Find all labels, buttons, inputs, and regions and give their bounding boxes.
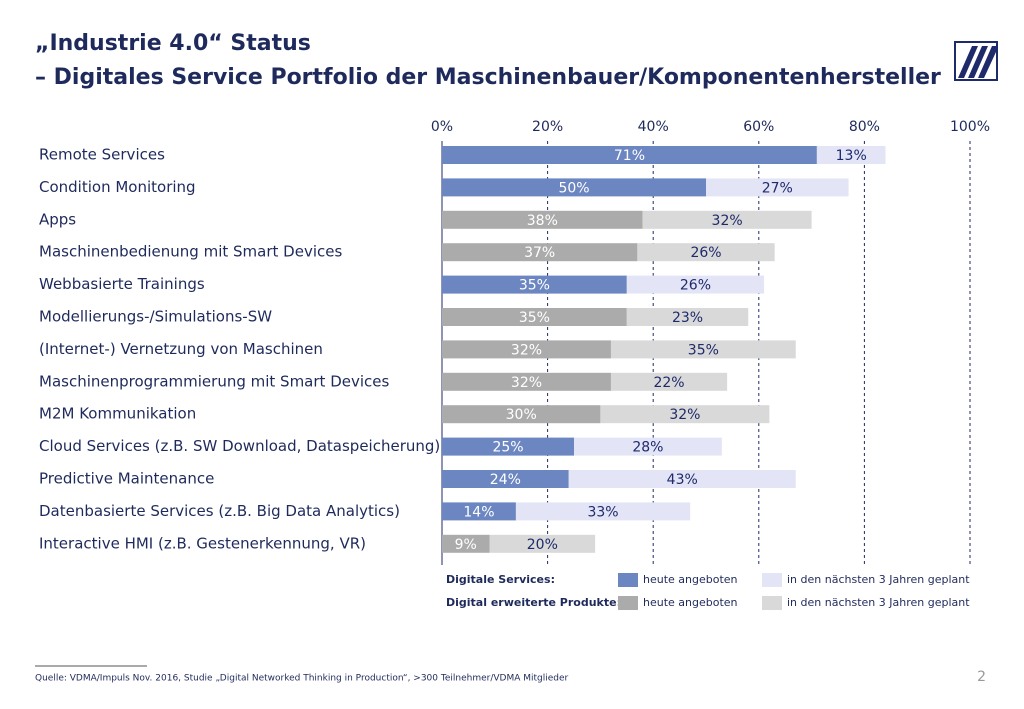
category-label: Datenbasierte Services (z.B. Big Data An… bbox=[39, 502, 400, 520]
x-tick-label: 80% bbox=[849, 119, 880, 135]
legend-swatch bbox=[618, 596, 638, 610]
value-label: 43% bbox=[667, 472, 698, 488]
bar-segment bbox=[442, 405, 601, 424]
category-label: Condition Monitoring bbox=[39, 178, 196, 196]
category-label: Maschinenprogrammierung mit Smart Device… bbox=[39, 372, 389, 390]
x-tick-label: 20% bbox=[532, 119, 563, 135]
page-number: 2 bbox=[977, 669, 986, 685]
bar-segment bbox=[626, 308, 749, 326]
slide-title: – Digitales Service Portfolio der Maschi… bbox=[35, 65, 941, 90]
bar-segment bbox=[515, 502, 691, 521]
category-label: Predictive Maintenance bbox=[39, 470, 214, 488]
bar-segment bbox=[637, 243, 775, 262]
bar-segment bbox=[600, 405, 770, 424]
bar-segment bbox=[626, 275, 765, 294]
value-label: 26% bbox=[690, 245, 721, 261]
value-label: 32% bbox=[712, 213, 743, 229]
value-label: 22% bbox=[653, 375, 684, 391]
value-label: 25% bbox=[492, 440, 523, 456]
x-tick-label: 60% bbox=[743, 119, 774, 135]
category-label: Cloud Services (z.B. SW Download, Datasp… bbox=[39, 437, 440, 455]
value-label: 35% bbox=[519, 278, 550, 294]
bar-segment bbox=[442, 308, 627, 326]
bar-segment bbox=[442, 178, 706, 197]
x-tick-label: 40% bbox=[638, 119, 669, 135]
bar-segment bbox=[442, 340, 611, 359]
legend-swatch bbox=[762, 573, 782, 587]
bar-segment bbox=[610, 340, 796, 359]
value-label: 24% bbox=[490, 472, 521, 488]
value-label: 38% bbox=[527, 213, 558, 229]
value-label: 35% bbox=[519, 310, 550, 326]
legend-group-title: Digital erweiterte Produkte: bbox=[446, 596, 621, 609]
bar-segment bbox=[442, 210, 643, 229]
source: Quelle: VDMA/Impuls Nov. 2016, Studie „D… bbox=[35, 674, 569, 684]
legend-group-title: Digitale Services: bbox=[446, 573, 555, 586]
category-label: Apps bbox=[39, 210, 76, 228]
legend-label: heute angeboten bbox=[643, 596, 738, 609]
bar-segment bbox=[489, 534, 596, 553]
value-label: 14% bbox=[463, 504, 494, 520]
x-tick-label: 0% bbox=[431, 119, 453, 135]
bar-segment bbox=[442, 502, 516, 521]
category-label: Modellierungs-/Simulations-SW bbox=[39, 308, 272, 326]
category-label: Remote Services bbox=[39, 146, 165, 164]
x-tick-label: 100% bbox=[950, 119, 990, 135]
value-label: 26% bbox=[680, 278, 711, 294]
slide-title: „Industrie 4.0“ Status bbox=[35, 31, 311, 56]
bar-segment bbox=[442, 534, 490, 553]
category-label: (Internet-) Vernetzung von Maschinen bbox=[39, 340, 323, 358]
value-label: 9% bbox=[455, 537, 477, 553]
bar-segment bbox=[442, 243, 638, 262]
bar-segment bbox=[574, 437, 722, 456]
value-label: 23% bbox=[672, 310, 703, 326]
value-label: 33% bbox=[587, 504, 618, 520]
bar-segment bbox=[442, 470, 569, 488]
value-label: 20% bbox=[527, 537, 558, 553]
category-label: Maschinenbedienung mit Smart Devices bbox=[39, 243, 342, 261]
legend-label: in den nächsten 3 Jahren geplant bbox=[787, 573, 970, 586]
value-label: 71% bbox=[614, 148, 645, 164]
bar-segment bbox=[442, 275, 627, 294]
value-label: 50% bbox=[558, 180, 589, 196]
value-label: 32% bbox=[511, 342, 542, 358]
logo bbox=[954, 41, 998, 81]
category-label: Webbasierte Trainings bbox=[39, 275, 205, 293]
value-label: 28% bbox=[632, 440, 663, 456]
value-label: 37% bbox=[524, 245, 555, 261]
bar-segment bbox=[706, 178, 849, 197]
legend-label: heute angeboten bbox=[643, 573, 738, 586]
bar-segment bbox=[568, 470, 796, 488]
legend-swatch bbox=[762, 596, 782, 610]
legend-label: in den nächsten 3 Jahren geplant bbox=[787, 596, 970, 609]
value-label: 35% bbox=[688, 342, 719, 358]
bar-segment bbox=[442, 437, 574, 456]
bar-segment bbox=[442, 372, 611, 391]
bar-segment bbox=[642, 210, 812, 229]
category-label: M2M Kommunikation bbox=[39, 405, 196, 423]
category-label: Interactive HMI (z.B. Gestenerkennung, V… bbox=[39, 534, 366, 552]
value-label: 13% bbox=[836, 148, 867, 164]
bar-segment bbox=[610, 372, 728, 391]
value-label: 30% bbox=[506, 407, 537, 423]
value-label: 32% bbox=[511, 375, 542, 391]
value-label: 32% bbox=[669, 407, 700, 423]
legend-swatch bbox=[618, 573, 638, 587]
bar-segment bbox=[816, 146, 886, 164]
value-label: 27% bbox=[762, 180, 793, 196]
bar-segment bbox=[442, 146, 817, 164]
